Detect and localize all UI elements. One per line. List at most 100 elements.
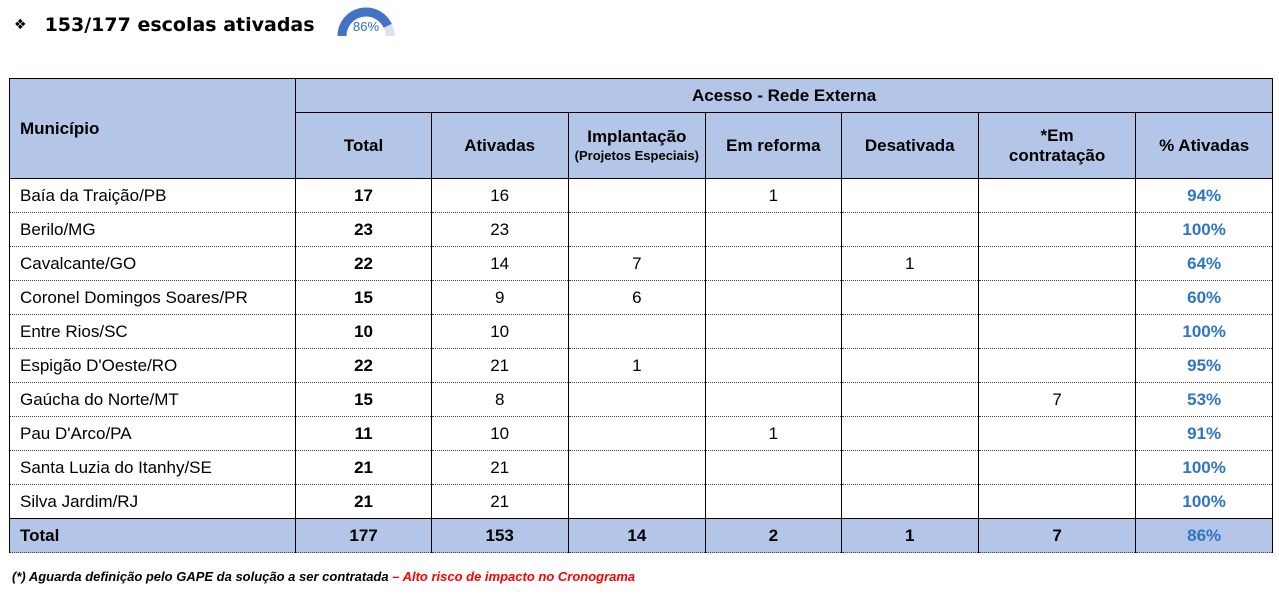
- col-reforma: Em reforma: [705, 112, 842, 179]
- table-row: Berilo/MG 23 23 100%: [8, 212, 1273, 247]
- col-desativada: Desativada: [840, 112, 979, 179]
- cell-a: 9: [430, 280, 569, 315]
- cell-d: [840, 416, 979, 451]
- cell-a: 10: [430, 314, 569, 349]
- table-row: Baía da Traição/PB 17 16 1 94%: [8, 178, 1273, 213]
- risk-warning: – Alto risco de impacto no Cronograma: [388, 569, 636, 584]
- cell-i: 7: [567, 246, 707, 281]
- cell-c: [977, 178, 1137, 213]
- page-title: ❖ 153/177 escolas ativadas: [14, 14, 315, 36]
- cell-d: [840, 382, 979, 417]
- cell-d: [840, 348, 979, 383]
- cell-p: 64%: [1135, 246, 1273, 281]
- cell-a: 153: [430, 518, 569, 553]
- cell-d: [840, 280, 979, 315]
- cell-r: [705, 212, 842, 247]
- cell-a: 21: [430, 450, 569, 485]
- cell-i: [567, 314, 707, 349]
- cell-i: [567, 416, 707, 451]
- cell-c: [977, 348, 1137, 383]
- cell-r: 1: [705, 416, 842, 451]
- cell-i: 14: [567, 518, 707, 553]
- cell-i: [567, 212, 707, 247]
- cell-t: 23: [295, 212, 432, 247]
- cell-a: 23: [430, 212, 569, 247]
- table-row: Espigão D'Oeste/RO 22 21 1 95%: [8, 348, 1273, 383]
- table-row: Entre Rios/SC 10 10 100%: [8, 314, 1273, 349]
- cell-r: [705, 348, 842, 383]
- cell-t: 10: [295, 314, 432, 349]
- cell-c: 7: [977, 382, 1137, 417]
- cell-t: 21: [295, 450, 432, 485]
- table-row: Pau D'Arco/PA 11 10 1 91%: [8, 416, 1273, 451]
- cell-i: 6: [567, 280, 707, 315]
- cell-m: Total: [8, 518, 297, 553]
- col-total: Total: [295, 112, 432, 179]
- cell-m: Santa Luzia do Itanhy/SE: [8, 450, 297, 485]
- cell-a: 8: [430, 382, 569, 417]
- cell-p: 95%: [1135, 348, 1273, 383]
- col-municipio: Município: [8, 78, 297, 179]
- cell-c: 7: [977, 518, 1137, 553]
- cell-r: [705, 280, 842, 315]
- cell-m: Pau D'Arco/PA: [8, 416, 297, 451]
- cell-a: 21: [430, 348, 569, 383]
- schools-table: Município Acesso - Rede Externa Total At…: [8, 78, 1273, 553]
- cell-m: Coronel Domingos Soares/PR: [8, 280, 297, 315]
- cell-p: 91%: [1135, 416, 1273, 451]
- cell-a: 14: [430, 246, 569, 281]
- cell-p: 100%: [1135, 484, 1273, 519]
- cell-p: 60%: [1135, 280, 1273, 315]
- cell-c: [977, 416, 1137, 451]
- cell-t: 21: [295, 484, 432, 519]
- cell-m: Berilo/MG: [8, 212, 297, 247]
- cell-d: [840, 450, 979, 485]
- cell-a: 16: [430, 178, 569, 213]
- cell-t: 17: [295, 178, 432, 213]
- cell-a: 10: [430, 416, 569, 451]
- cell-c: [977, 450, 1137, 485]
- cell-c: [977, 212, 1137, 247]
- table-row: Santa Luzia do Itanhy/SE 21 21 100%: [8, 450, 1273, 485]
- cell-d: 1: [840, 518, 979, 553]
- cell-r: [705, 450, 842, 485]
- cell-c: [977, 280, 1137, 315]
- cell-c: [977, 314, 1137, 349]
- cell-t: 177: [295, 518, 432, 553]
- cell-p: 86%: [1135, 518, 1273, 553]
- cell-m: Gaúcha do Norte/MT: [8, 382, 297, 417]
- cell-t: 15: [295, 280, 432, 315]
- diamond-bullet-icon: ❖: [14, 17, 27, 33]
- cell-d: [840, 484, 979, 519]
- cell-r: [705, 246, 842, 281]
- cell-d: [840, 212, 979, 247]
- col-implantacao: Implantação (Projetos Especiais): [567, 112, 707, 179]
- col-pct: % Ativadas: [1135, 112, 1273, 179]
- cell-i: 1: [567, 348, 707, 383]
- gauge-value: 86%: [352, 19, 380, 34]
- footnote: (*) Aguarda definição pelo GAPE da soluç…: [12, 569, 636, 584]
- cell-a: 21: [430, 484, 569, 519]
- cell-t: 22: [295, 246, 432, 281]
- cell-i: [567, 382, 707, 417]
- cell-i: [567, 450, 707, 485]
- cell-p: 100%: [1135, 212, 1273, 247]
- cell-d: [840, 314, 979, 349]
- cell-p: 100%: [1135, 450, 1273, 485]
- cell-m: Espigão D'Oeste/RO: [8, 348, 297, 383]
- cell-p: 100%: [1135, 314, 1273, 349]
- cell-i: [567, 178, 707, 213]
- cell-t: 15: [295, 382, 432, 417]
- cell-r: [705, 382, 842, 417]
- cell-m: Silva Jardim/RJ: [8, 484, 297, 519]
- cell-t: 11: [295, 416, 432, 451]
- cell-r: [705, 314, 842, 349]
- total-row: Total 177 153 14 2 1 7 86%: [8, 518, 1273, 553]
- col-ativadas: Ativadas: [430, 112, 569, 179]
- activation-gauge: 86%: [336, 6, 396, 37]
- cell-p: 53%: [1135, 382, 1273, 417]
- cell-i: [567, 484, 707, 519]
- table-row: Silva Jardim/RJ 21 21 100%: [8, 484, 1273, 519]
- cell-c: [977, 484, 1137, 519]
- cell-c: [977, 246, 1137, 281]
